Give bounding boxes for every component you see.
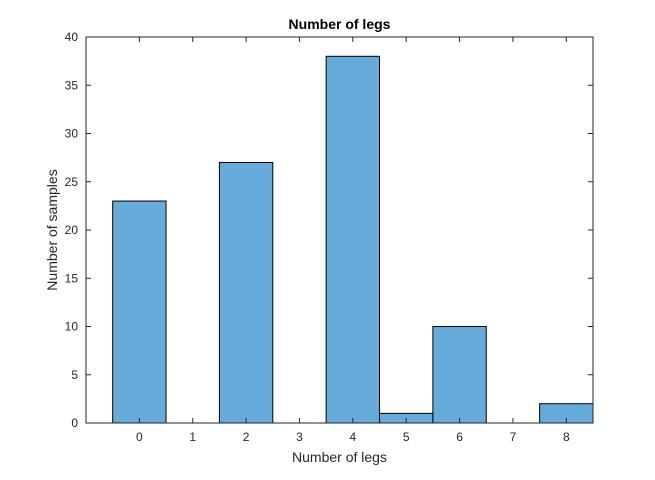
- x-tick-label-5: 5: [403, 430, 410, 444]
- x-tick-label-3: 3: [296, 430, 303, 444]
- bars-layer: [112, 55, 594, 424]
- x-tick-label-6: 6: [456, 430, 463, 444]
- y-tick-label-0: 0: [71, 416, 78, 430]
- y-tick-label-30: 30: [65, 127, 79, 141]
- x-tick-label-0: 0: [136, 430, 143, 444]
- chart-title: Number of legs: [289, 16, 391, 32]
- bar-0: [112, 200, 167, 424]
- x-axis-label: Number of legs: [292, 449, 387, 465]
- bar-6: [432, 326, 487, 424]
- y-tick-label-25: 25: [65, 175, 79, 189]
- x-tick-label-1: 1: [189, 430, 196, 444]
- y-axis-label: Number of samples: [44, 169, 60, 290]
- x-tick-label-7: 7: [510, 430, 517, 444]
- y-tick-label-20: 20: [65, 223, 79, 237]
- x-tick-label-2: 2: [243, 430, 250, 444]
- x-tick-label-8: 8: [563, 430, 570, 444]
- bar-4: [325, 55, 381, 424]
- x-tick-label-4: 4: [349, 430, 356, 444]
- bar-2: [218, 161, 274, 424]
- y-tick-label-35: 35: [65, 78, 79, 92]
- y-tick-label-15: 15: [65, 271, 79, 285]
- y-tick-label-5: 5: [71, 368, 78, 382]
- y-tick-label-40: 40: [65, 30, 79, 44]
- y-tick-label-10: 10: [65, 320, 79, 334]
- ticks-layer: 0 1 2 3 4 5 6 7 8 0 5 10 15 20 25 30 35 40: [65, 30, 593, 444]
